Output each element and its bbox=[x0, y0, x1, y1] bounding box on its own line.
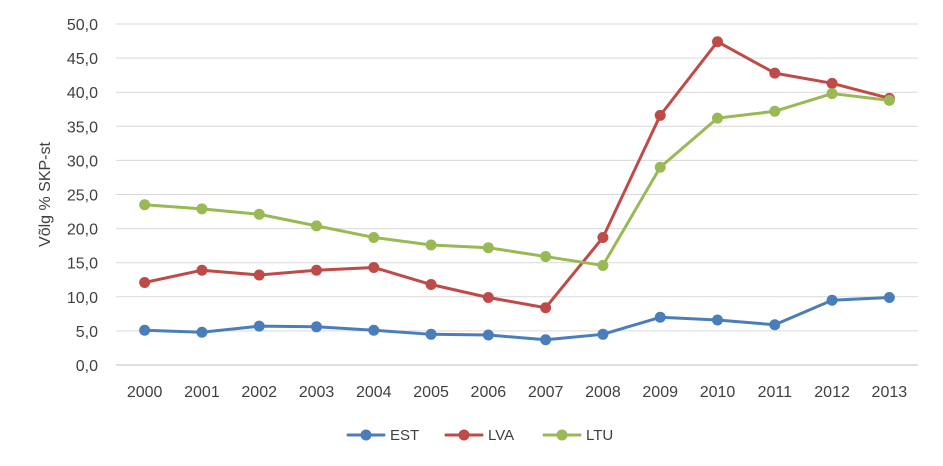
legend-label: LTU bbox=[586, 427, 613, 444]
y-axis-title: Võlg % SKP-st bbox=[37, 141, 54, 246]
y-tick-label: 20,0 bbox=[67, 222, 98, 239]
series-line-lva bbox=[143, 40, 891, 310]
data-point-ltu bbox=[540, 251, 552, 263]
x-axis-tick-labels: 2000 2001 2002 2003 2004 2005 2006 2007 2008 2009… bbox=[127, 384, 907, 401]
y-tick-label: 0,0 bbox=[76, 358, 98, 375]
data-point-lva bbox=[311, 264, 322, 276]
data-point-ltu bbox=[253, 208, 265, 220]
y-tick-label: 25,0 bbox=[67, 188, 98, 205]
x-tick-label: 2002 bbox=[241, 384, 277, 401]
data-point-ltu bbox=[196, 203, 208, 215]
data-point-ltu bbox=[425, 239, 437, 251]
x-tick-label: 2001 bbox=[184, 384, 220, 401]
data-point-ltu bbox=[311, 220, 322, 232]
y-tick-label: 40,0 bbox=[67, 85, 98, 102]
data-point-lva bbox=[425, 279, 437, 291]
data-point-est bbox=[425, 328, 437, 340]
x-tick-label: 2012 bbox=[814, 384, 850, 401]
legend: EST LVA LTU bbox=[346, 427, 613, 444]
y-tick-label: 5,0 bbox=[76, 324, 98, 341]
legend-label: EST bbox=[390, 427, 419, 444]
x-tick-label: 2013 bbox=[872, 384, 908, 401]
data-point-est bbox=[712, 314, 723, 326]
data-point-lva bbox=[712, 36, 723, 48]
data-point-lva bbox=[139, 276, 151, 288]
data-point-ltu bbox=[883, 94, 895, 106]
data-point-est bbox=[769, 319, 781, 331]
data-point-est bbox=[540, 334, 552, 346]
legend-item-lva: LVA bbox=[444, 427, 514, 444]
data-point-est bbox=[139, 324, 151, 336]
data-point-ltu bbox=[712, 112, 723, 124]
legend-marker-icon bbox=[360, 429, 372, 441]
data-point-lva bbox=[253, 269, 265, 281]
x-tick-label: 2006 bbox=[471, 384, 507, 401]
data-point-ltu bbox=[826, 88, 838, 100]
data-point-ltu bbox=[654, 161, 666, 173]
series-line-ltu bbox=[143, 92, 891, 267]
data-point-lva bbox=[769, 67, 781, 79]
y-tick-label: 10,0 bbox=[67, 290, 98, 307]
data-point-lva bbox=[597, 231, 609, 243]
legend-label: LVA bbox=[488, 427, 514, 444]
y-axis-tick-labels: 0,0 5,0 10,0 15,0 20,0 25,0 30,0 35,0 40,0 45,0 50… bbox=[67, 17, 98, 375]
data-point-lva bbox=[482, 291, 494, 303]
y-tick-label: 45,0 bbox=[67, 51, 98, 68]
data-point-est bbox=[368, 324, 380, 336]
y-tick-label: 50,0 bbox=[67, 17, 98, 34]
x-tick-label: 2000 bbox=[127, 384, 163, 401]
series-lva bbox=[139, 36, 895, 314]
data-point-lva bbox=[654, 109, 666, 121]
x-tick-label: 2008 bbox=[585, 384, 621, 401]
data-point-est bbox=[826, 294, 838, 306]
series-ltu bbox=[139, 88, 895, 271]
data-point-ltu bbox=[769, 105, 781, 117]
x-tick-label: 2004 bbox=[356, 384, 392, 401]
x-tick-label: 2007 bbox=[528, 384, 564, 401]
data-point-ltu bbox=[368, 231, 380, 243]
data-point-est bbox=[196, 326, 208, 338]
y-tick-label: 35,0 bbox=[67, 119, 98, 136]
data-point-est bbox=[482, 329, 494, 341]
gridlines bbox=[116, 23, 918, 366]
x-tick-label: 2003 bbox=[299, 384, 335, 401]
data-point-ltu bbox=[139, 199, 151, 211]
data-point-est bbox=[253, 320, 265, 332]
series-est bbox=[139, 291, 895, 346]
data-point-lva bbox=[540, 302, 552, 314]
legend-item-est: EST bbox=[346, 427, 419, 444]
data-point-lva bbox=[826, 77, 838, 89]
data-point-ltu bbox=[597, 259, 609, 271]
data-point-est bbox=[883, 291, 895, 303]
data-point-est bbox=[654, 311, 666, 323]
legend-marker-icon bbox=[556, 429, 568, 441]
data-point-ltu bbox=[482, 242, 494, 254]
legend-marker-icon bbox=[458, 429, 470, 441]
x-tick-label: 2010 bbox=[700, 384, 736, 401]
legend-item-ltu: LTU bbox=[542, 427, 613, 444]
data-point-lva bbox=[196, 264, 208, 276]
series-group bbox=[139, 36, 895, 346]
data-point-est bbox=[597, 328, 609, 340]
y-tick-label: 30,0 bbox=[67, 153, 98, 170]
series-line-est bbox=[143, 295, 891, 342]
y-tick-label: 15,0 bbox=[67, 256, 98, 273]
data-point-lva bbox=[368, 261, 380, 273]
x-tick-label: 2011 bbox=[758, 384, 793, 401]
x-tick-label: 2009 bbox=[642, 384, 678, 401]
x-tick-label: 2005 bbox=[413, 384, 449, 401]
data-point-est bbox=[311, 321, 322, 333]
